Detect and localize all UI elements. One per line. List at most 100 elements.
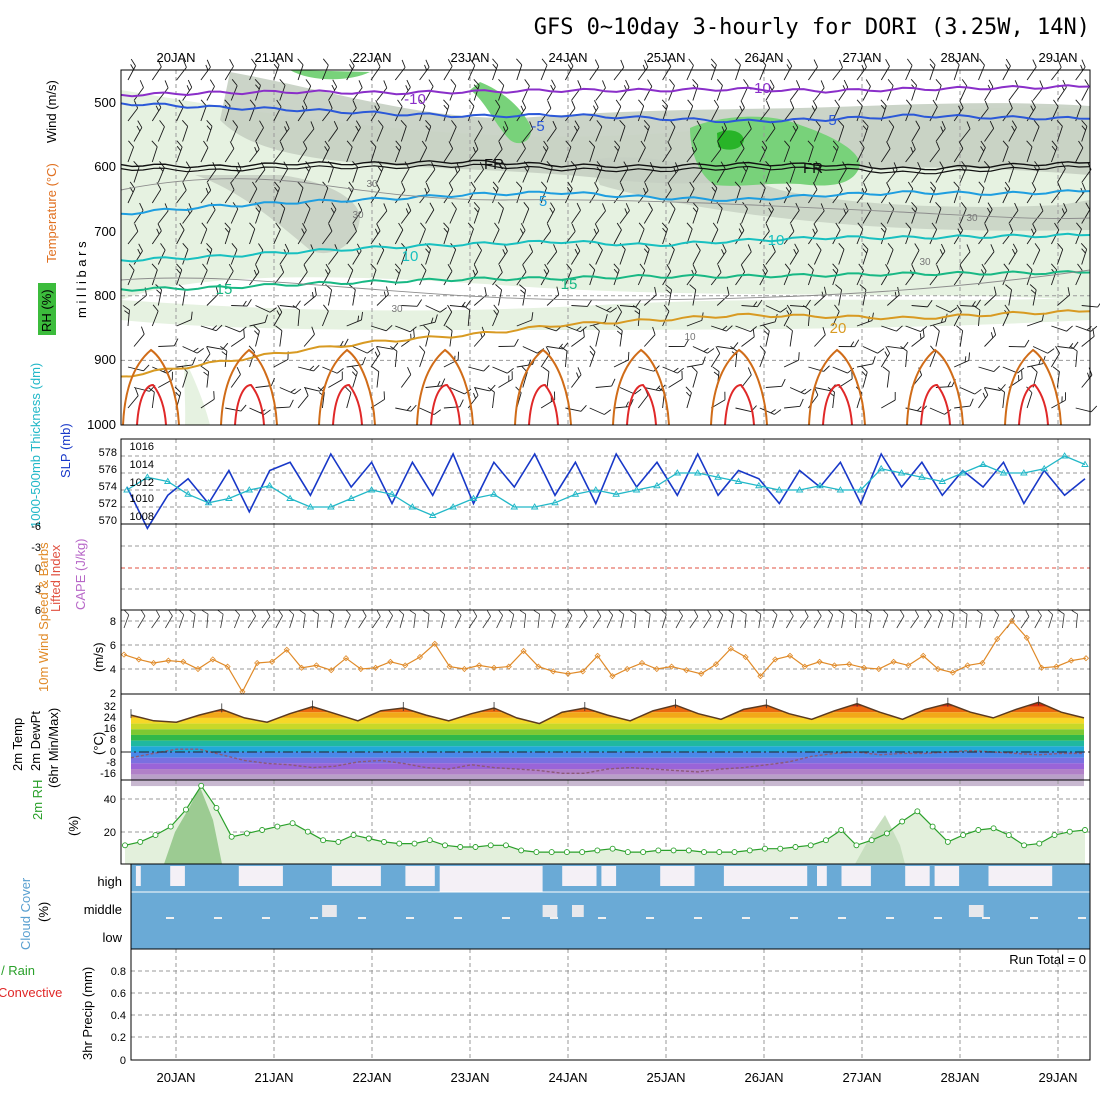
barb-feather <box>366 348 375 354</box>
barb-feather <box>792 125 797 132</box>
barb-shaft <box>151 66 162 81</box>
temp-axis: 32 24 16 8 0 -8 -16 <box>100 701 116 780</box>
barb-shaft <box>376 346 393 350</box>
barb-shaft <box>758 614 762 629</box>
barb-shaft <box>565 65 574 81</box>
contour-label: FR <box>803 160 823 177</box>
barb-shaft <box>620 614 625 629</box>
barb-feather <box>547 223 552 232</box>
wind-barb <box>297 264 308 286</box>
barb-shaft <box>401 305 418 307</box>
wind10-barb <box>409 610 416 629</box>
barb-shaft <box>255 169 266 183</box>
thickness-point <box>592 486 600 493</box>
wind-barb <box>886 120 895 142</box>
wind-barb <box>613 140 621 163</box>
barb-shaft <box>832 67 843 81</box>
rh2m-point <box>579 849 586 856</box>
barb-feather <box>662 104 667 110</box>
barb-feather <box>190 311 193 320</box>
barb-shaft <box>565 107 576 122</box>
barb-shaft <box>473 127 483 142</box>
temp-tick: -16 <box>100 768 116 780</box>
slp-right-axis: 1016 1014 1012 1010 1008 <box>130 441 154 523</box>
barb-shaft <box>249 228 256 245</box>
barb-shaft <box>206 614 209 629</box>
barb-feather <box>980 140 986 148</box>
barb-feather <box>740 141 745 149</box>
barb-feather <box>931 222 938 230</box>
barb-feather <box>1004 304 1010 312</box>
wind10-point <box>964 662 971 669</box>
barb-shaft <box>516 107 527 122</box>
wind-barb <box>519 284 526 306</box>
barb-feather <box>489 384 496 392</box>
barb-feather <box>251 610 256 617</box>
barb-shaft <box>1032 289 1037 306</box>
wind-barb <box>182 346 204 354</box>
wind10-barb <box>689 610 699 629</box>
barb-feather <box>862 243 869 250</box>
barb-shaft <box>905 149 916 163</box>
barb-shaft <box>643 209 653 224</box>
barb-feather <box>707 348 715 354</box>
barb-shaft <box>935 305 951 313</box>
barb-feather <box>747 244 752 253</box>
barb-feather <box>717 264 722 273</box>
barb-feather <box>474 207 479 213</box>
barb-shaft <box>467 65 476 81</box>
wind-barb <box>122 305 130 327</box>
barb-shaft <box>783 359 799 368</box>
wind10-point <box>461 665 468 673</box>
wind-barb <box>900 346 908 368</box>
barb-feather <box>935 79 942 86</box>
rh2m-point <box>1051 832 1058 839</box>
barb-shaft <box>1075 66 1086 81</box>
barb-feather <box>990 332 994 338</box>
temp-color-band <box>131 729 1084 735</box>
wind-barb <box>249 264 260 286</box>
wind-barb <box>176 311 193 327</box>
wind-barb <box>230 329 245 347</box>
wind-barb <box>759 140 768 163</box>
wind-barb <box>273 304 283 327</box>
rh-gray-region <box>195 175 360 254</box>
barb-shaft <box>1026 320 1043 327</box>
barb-feather <box>343 338 349 347</box>
barb-feather <box>774 313 778 322</box>
wind-barb <box>200 391 215 409</box>
wind-barb <box>1056 120 1063 142</box>
barb-feather <box>441 378 446 387</box>
barb-feather <box>1061 396 1063 403</box>
barb-feather <box>523 202 530 209</box>
barb-feather <box>625 79 630 88</box>
wind-barb <box>133 120 143 142</box>
cloud-low-tick <box>598 917 606 919</box>
wind-barb <box>201 366 210 388</box>
barb-shaft <box>814 87 825 101</box>
wind10-barb <box>961 610 968 629</box>
barb-shaft <box>151 616 160 629</box>
barb-feather <box>688 58 694 66</box>
barb-feather <box>888 202 895 210</box>
barb-feather <box>593 100 599 108</box>
barb-feather <box>1047 609 1053 615</box>
rh-green-region <box>470 82 531 144</box>
barb-shaft <box>1026 269 1033 286</box>
wind-barb <box>686 58 694 81</box>
barb-shaft <box>1027 363 1043 368</box>
barb-shaft <box>741 167 749 183</box>
thickness-point <box>856 486 865 493</box>
wind-grid <box>121 610 1090 694</box>
barb-feather <box>571 223 576 232</box>
wind-barb <box>789 243 799 265</box>
barb-shaft <box>394 67 406 81</box>
wind-barb <box>297 223 307 245</box>
thickness-tick: 576 <box>99 464 117 476</box>
barb-feather <box>724 391 726 400</box>
wind-barb <box>254 79 261 101</box>
thickness-point <box>490 490 498 497</box>
barb-feather <box>522 264 527 273</box>
barb-shaft <box>662 66 672 81</box>
barb-feather <box>953 181 960 189</box>
